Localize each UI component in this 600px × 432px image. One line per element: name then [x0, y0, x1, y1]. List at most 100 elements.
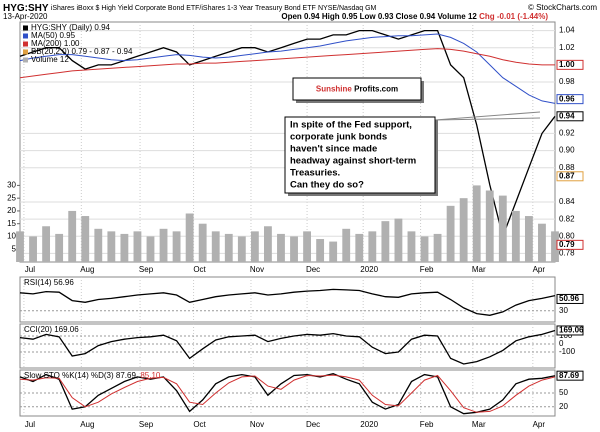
y-tick-label: 0 [559, 339, 564, 348]
symbol: HYG:SHY [3, 3, 49, 14]
value-marker [556, 293, 584, 304]
x-tick-label: Dec [306, 420, 320, 429]
y-tick-label: 20 [559, 402, 568, 411]
x-tick-label: Aug [80, 420, 94, 429]
panel [19, 323, 556, 369]
value-marker [556, 171, 584, 182]
annotation-line: corporate junk bonds [290, 132, 387, 143]
x-tick-label: Apr [533, 420, 546, 429]
y2-tick-label: 15 [7, 219, 16, 228]
y-tick-label: 0.80 [559, 231, 575, 240]
x-tick-label: Oct [193, 420, 206, 429]
x-tick-label: Mar [472, 420, 486, 429]
y2-tick-label: 30 [7, 181, 16, 190]
x-tick-label: Nov [250, 265, 264, 274]
volume-bar [159, 228, 168, 262]
annotation-line: Treasuries. [290, 168, 340, 179]
x-tick-label: Dec [306, 265, 320, 274]
header: HYG:SHY iShares iBoxx $ High Yield Corpo… [3, 3, 377, 14]
value-marker [556, 59, 584, 70]
volume-bar [485, 190, 494, 262]
volume-bar [316, 239, 325, 262]
volume-bar [29, 236, 37, 262]
y-tick-label: 0.90 [559, 146, 575, 155]
volume-bar [551, 231, 559, 262]
legend-swatch [23, 57, 28, 63]
ohlc-line: Open 0.94 High 0.95 Low 0.93 Close 0.94 … [281, 12, 548, 21]
y-tick-label: 1.02 [559, 43, 575, 52]
annotation-line: haven't since made [290, 144, 377, 155]
value-marker-label: 0.79 [559, 240, 575, 249]
logo-second: Profits.com [354, 85, 398, 94]
volume-bar [407, 231, 416, 262]
panel-title: RSI(14) 56.96 [24, 278, 74, 287]
y-tick-label: 1.04 [559, 26, 575, 35]
pointer-line [434, 111, 541, 121]
volume-bar [211, 231, 220, 262]
volume-bar [538, 223, 546, 262]
volume-bar [55, 233, 64, 262]
change: Chg -0.01 (-1.44%) [479, 12, 548, 21]
volume-bar [81, 216, 90, 262]
annotation-line: headway against short-term [290, 156, 416, 167]
volume-bar [524, 216, 533, 262]
volume-bar [94, 228, 103, 262]
x-tick-label: Nov [250, 420, 264, 429]
volume-bar [368, 231, 377, 262]
legend-swatch [23, 25, 28, 31]
y-tick-label: 0.78 [559, 249, 575, 258]
x-tick-label: Mar [472, 265, 486, 274]
panel-title-extra: 85.10 [140, 371, 161, 380]
panel-title-text: CCI(20) 169.06 [24, 325, 79, 334]
logo-box [292, 77, 422, 101]
y-tick-label: 30 [559, 306, 568, 315]
volume-bar [16, 231, 24, 262]
pointer-line [434, 117, 541, 121]
volume-bar [198, 223, 207, 262]
ohlc: Open 0.94 High 0.95 Low 0.93 Close 0.94 … [281, 12, 477, 21]
value-marker-label: 0.87 [559, 171, 575, 180]
series-line [19, 29, 556, 239]
volume-bar [133, 231, 142, 262]
volume-bar [303, 231, 311, 262]
volume-bar [120, 233, 129, 262]
value-marker-label: 0.96 [559, 94, 575, 103]
x-tick-label: Oct [193, 265, 206, 274]
panel [19, 276, 556, 323]
volume-bar [185, 213, 194, 262]
volume-bar [342, 228, 351, 262]
legend-entry: HYG:SHY (Daily) 0.94 [31, 23, 111, 32]
volume-bar [146, 236, 155, 262]
volume-bar [329, 241, 338, 262]
x-tick-label: 2020 [360, 420, 378, 429]
y-tick-label: 0.82 [559, 214, 575, 223]
y-tick-label: 100 [559, 331, 573, 340]
volume-bar [472, 185, 481, 262]
series-line [19, 33, 556, 104]
x-tick-label: 2020 [360, 265, 378, 274]
y-tick-label: 50 [559, 388, 568, 397]
y2-tick-label: 25 [7, 193, 16, 202]
legend-swatch [23, 33, 28, 39]
logo-first: Sunshine [316, 85, 353, 94]
value-marker [556, 239, 584, 250]
x-tick-label: Sep [139, 265, 154, 274]
y-tick-label: -100 [559, 347, 576, 356]
volume-bar [433, 233, 442, 262]
x-tick-label: Aug [80, 265, 94, 274]
x-tick-label: Feb [420, 265, 434, 274]
x-tick-label: Sep [139, 420, 154, 429]
y-tick-label: 0.92 [559, 129, 575, 138]
legend-swatch [23, 41, 28, 47]
y-tick-label: 0.84 [559, 197, 575, 206]
value-marker [556, 370, 584, 381]
annotation-line: In spite of the Fed support, [290, 120, 412, 131]
note-box [284, 116, 436, 194]
value-marker-label: 50.96 [559, 294, 580, 303]
series-line [19, 373, 556, 415]
legend-entry: BB(20,2.0) 0.79 - 0.87 - 0.94 [31, 47, 133, 56]
panel-title-text: RSI(14) 56.96 [24, 278, 74, 287]
x-tick-label: Apr [533, 265, 546, 274]
value-marker [556, 325, 584, 336]
volume-bar [237, 236, 246, 262]
